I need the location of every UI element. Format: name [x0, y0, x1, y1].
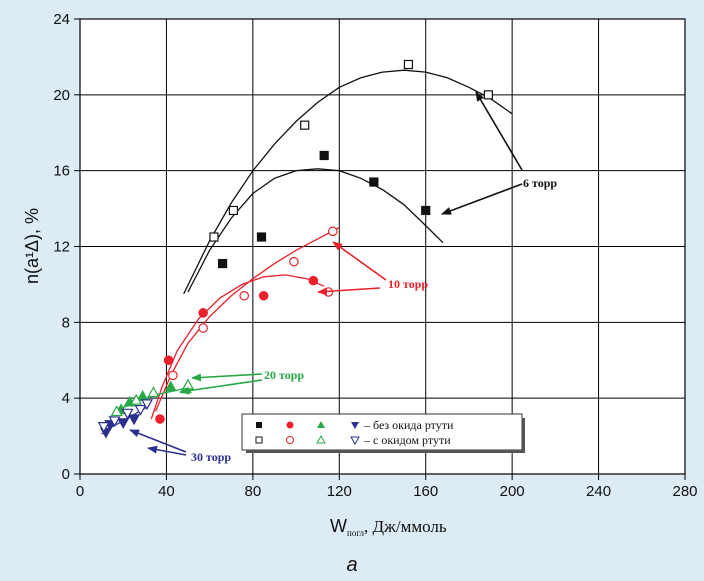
y-tick-label: 16	[53, 163, 70, 180]
data-point-6torr-filled	[319, 150, 329, 161]
x-axis-label-sub: погл	[347, 528, 365, 538]
y-tick-label: 20	[53, 87, 70, 104]
annotation-10torr: 10 торр	[388, 277, 428, 291]
legend: – без окида ртути – с окидом ртути	[241, 413, 525, 453]
grid	[80, 19, 685, 474]
x-tick-label: 240	[586, 483, 611, 500]
x-tick-label: 120	[327, 483, 352, 500]
data-point-10torr-open	[239, 290, 250, 301]
legend-row-with: – с окидом ртути	[363, 433, 451, 447]
data-point-30torr-filled	[127, 414, 141, 426]
axis-ticks: 0 40 80 120 160 200 240 280 0 4 8 12 16 20 24	[53, 11, 697, 500]
data-point-6torr-open	[209, 232, 219, 242]
annotation-30torr: 30 торр	[191, 450, 231, 464]
data-point-6torr-open	[403, 59, 414, 70]
x-tick-label: 40	[158, 483, 175, 500]
legend-marker-triangle-up-filled	[317, 421, 325, 428]
data-point-30torr-open	[134, 404, 147, 416]
arrow-20torr-upper	[191, 373, 263, 382]
legend-marker-triangle-up-open	[316, 434, 326, 444]
data-point-20torr-open	[110, 405, 123, 417]
data-point-20torr-open	[130, 393, 143, 405]
y-tick-label: 8	[62, 314, 70, 331]
fit-curve	[187, 168, 444, 293]
legend-marker-square-filled	[256, 422, 262, 428]
annotation-arrows	[129, 91, 523, 456]
legend-box	[241, 413, 523, 451]
data-point-6torr-open	[300, 120, 310, 130]
y-tick-label: 0	[62, 466, 70, 483]
data-point-20torr-filled	[164, 380, 177, 392]
data-point-30torr-open	[97, 422, 110, 433]
data-point-10torr-open	[198, 323, 208, 333]
y-tick-label: 12	[53, 239, 70, 256]
legend-marker-square-open	[255, 436, 263, 444]
data-point-6torr-filled	[256, 232, 267, 242]
data-point-6torr-filled	[369, 177, 379, 187]
arrow-30torr-a	[129, 429, 187, 453]
figure-caption: a	[346, 554, 357, 576]
x-tick-label: 280	[672, 483, 697, 500]
arrow-20torr-lower	[179, 379, 263, 395]
x-tick-label: 160	[413, 483, 438, 500]
legend-marker-triangle-down-filled	[351, 422, 359, 429]
annotation-6torr: 6 торр	[523, 176, 557, 190]
data-point-10torr-filled	[155, 414, 165, 424]
x-axis-label-unit: , Дж/ммоль	[364, 517, 447, 536]
arrow-10torr-upper	[332, 241, 387, 281]
y-tick-label: 4	[62, 390, 70, 407]
data-point-10torr-open	[328, 226, 338, 237]
arrow-10torr-lower	[317, 287, 381, 296]
data-point-10torr-filled	[198, 308, 208, 318]
data-point-6torr-filled	[218, 258, 228, 269]
fit-curve	[183, 69, 513, 295]
data-point-10torr-open	[168, 370, 178, 381]
data-point-10torr-filled	[163, 355, 174, 366]
legend-row-without: – без окида ртути	[363, 418, 454, 432]
fit-curve	[150, 274, 325, 420]
data-point-30torr-open	[108, 416, 121, 428]
data-point-30torr-open	[121, 408, 134, 420]
data-point-20torr-open	[147, 386, 160, 398]
data-point-6torr-open	[228, 205, 239, 216]
data-point-6torr-open	[483, 90, 493, 100]
fit-curve	[155, 226, 340, 412]
fit-curves	[101, 69, 513, 435]
x-tick-label: 80	[245, 483, 262, 500]
x-axis-label-main: W	[330, 516, 347, 536]
data-point-10torr-filled	[308, 275, 319, 286]
legend-shadow-right	[522, 418, 525, 453]
legend-marker-triangle-down-open	[350, 436, 360, 446]
y-tick-label: 24	[53, 11, 70, 28]
legend-shadow-bottom	[246, 450, 525, 453]
data-point-6torr-filled	[421, 205, 431, 216]
x-tick-label: 200	[500, 483, 525, 500]
y-axis-label: n(a¹Δ), %	[22, 208, 42, 284]
legend-marker-circle-open	[286, 436, 294, 444]
data-point-30torr-filled	[117, 418, 130, 430]
data-point-10torr-open	[289, 256, 299, 267]
arrow-30torr-b	[147, 445, 187, 456]
data-point-10torr-filled	[258, 290, 269, 301]
annotation-20torr: 20 торр	[264, 368, 304, 382]
data-point-30torr-open	[140, 399, 154, 411]
arrow-6torr-lower	[441, 183, 523, 215]
x-axis-label: Wпогл, Дж/ммоль	[330, 516, 447, 538]
arrow-6torr-upper	[475, 91, 523, 171]
legend-marker-circle-filled	[286, 421, 294, 429]
x-tick-label: 0	[76, 483, 84, 500]
